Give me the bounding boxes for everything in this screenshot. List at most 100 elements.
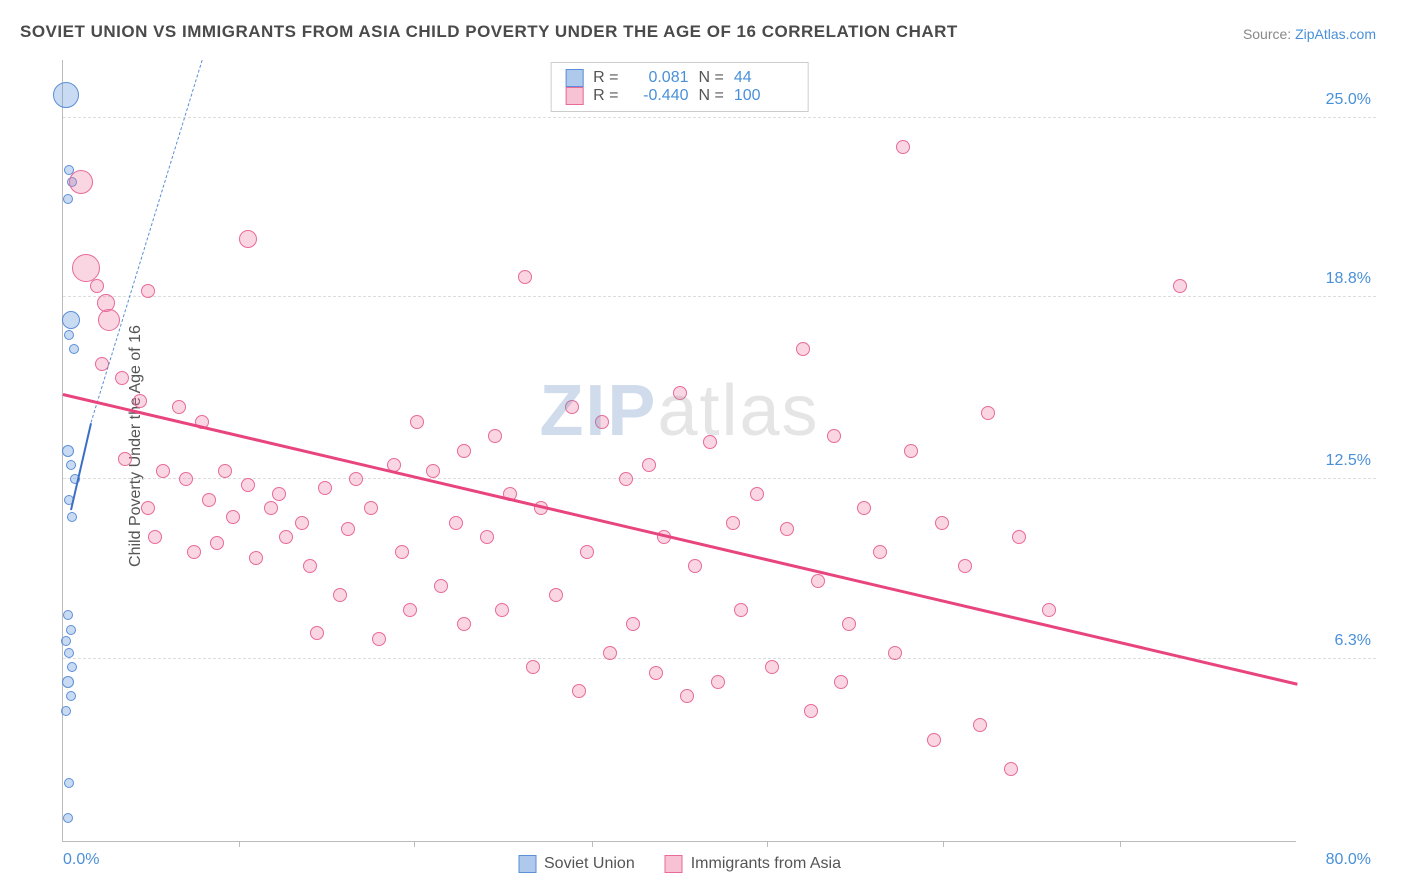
scatter-point [64, 778, 74, 788]
scatter-point [210, 536, 224, 550]
scatter-point [66, 460, 76, 470]
scatter-point [67, 512, 77, 522]
scatter-point [780, 522, 794, 536]
scatter-point [172, 400, 186, 414]
scatter-point [457, 617, 471, 631]
legend-swatch [565, 87, 583, 105]
legend-row: R =-0.440N =100 [565, 87, 794, 105]
y-tick-label: 12.5% [1326, 452, 1371, 470]
series-label: Soviet Union [544, 855, 635, 873]
watermark-atlas: atlas [657, 371, 819, 451]
chart-container: ZIPatlas R =0.081N =44R =-0.440N =100 0.… [50, 60, 1376, 842]
x-tick [592, 841, 593, 847]
scatter-point [295, 516, 309, 530]
scatter-point [973, 718, 987, 732]
trend-extrapolation [90, 60, 202, 422]
legend-swatch [518, 855, 536, 873]
scatter-point [434, 579, 448, 593]
x-tick [1120, 841, 1121, 847]
scatter-point [565, 400, 579, 414]
legend-n-label: N = [699, 87, 724, 105]
scatter-point [156, 464, 170, 478]
scatter-point [981, 406, 995, 420]
x-axis-max-label: 80.0% [1326, 851, 1371, 869]
gridline [63, 658, 1376, 659]
series-label: Immigrants from Asia [691, 855, 841, 873]
scatter-point [141, 501, 155, 515]
legend-n-label: N = [699, 69, 724, 87]
scatter-point [673, 386, 687, 400]
scatter-point [834, 675, 848, 689]
scatter-point [572, 684, 586, 698]
x-tick [239, 841, 240, 847]
scatter-point [888, 646, 902, 660]
scatter-point [796, 342, 810, 356]
gridline [63, 478, 1376, 479]
scatter-point [272, 487, 286, 501]
scatter-point [53, 82, 79, 108]
scatter-point [410, 415, 424, 429]
scatter-point [63, 813, 73, 823]
scatter-point [649, 666, 663, 680]
scatter-point [66, 625, 76, 635]
scatter-point [67, 662, 77, 672]
scatter-point [62, 445, 74, 457]
legend-r-label: R = [593, 69, 618, 87]
x-tick [767, 841, 768, 847]
scatter-point [842, 617, 856, 631]
legend-r-label: R = [593, 87, 618, 105]
scatter-point [202, 493, 216, 507]
gridline [63, 117, 1376, 118]
y-tick-label: 18.8% [1326, 270, 1371, 288]
scatter-point [804, 704, 818, 718]
scatter-point [1012, 530, 1026, 544]
x-axis-min-label: 0.0% [63, 851, 99, 869]
scatter-point [349, 472, 363, 486]
scatter-point [711, 675, 725, 689]
scatter-point [619, 472, 633, 486]
scatter-point [750, 487, 764, 501]
scatter-point [904, 444, 918, 458]
scatter-point [449, 516, 463, 530]
scatter-point [98, 309, 120, 331]
scatter-point [688, 559, 702, 573]
scatter-point [549, 588, 563, 602]
scatter-point [148, 530, 162, 544]
legend-swatch [565, 69, 583, 87]
scatter-point [1042, 603, 1056, 617]
scatter-point [811, 574, 825, 588]
scatter-point [61, 706, 71, 716]
scatter-point [118, 452, 132, 466]
legend-r-value: -0.440 [629, 87, 689, 105]
scatter-point [958, 559, 972, 573]
legend-n-value: 44 [734, 69, 794, 87]
scatter-point [726, 516, 740, 530]
scatter-point [526, 660, 540, 674]
y-tick-label: 6.3% [1335, 632, 1371, 650]
source-citation: Source: ZipAtlas.com [1243, 26, 1376, 42]
scatter-point [372, 632, 386, 646]
scatter-point [1173, 279, 1187, 293]
scatter-point [857, 501, 871, 515]
scatter-point [680, 689, 694, 703]
scatter-point [279, 530, 293, 544]
scatter-point [63, 194, 73, 204]
scatter-point [61, 636, 71, 646]
scatter-point [595, 415, 609, 429]
series-legend-item: Soviet Union [518, 855, 635, 873]
scatter-point [318, 481, 332, 495]
plot-area: ZIPatlas R =0.081N =44R =-0.440N =100 0.… [62, 60, 1296, 842]
scatter-point [518, 270, 532, 284]
scatter-point [488, 429, 502, 443]
gridline [63, 296, 1376, 297]
scatter-point [827, 429, 841, 443]
scatter-point [63, 610, 73, 620]
scatter-point [69, 344, 79, 354]
x-tick [943, 841, 944, 847]
scatter-point [69, 170, 93, 194]
scatter-point [734, 603, 748, 617]
chart-title: SOVIET UNION VS IMMIGRANTS FROM ASIA CHI… [20, 22, 958, 42]
source-link[interactable]: ZipAtlas.com [1295, 26, 1376, 42]
scatter-point [264, 501, 278, 515]
scatter-point [935, 516, 949, 530]
